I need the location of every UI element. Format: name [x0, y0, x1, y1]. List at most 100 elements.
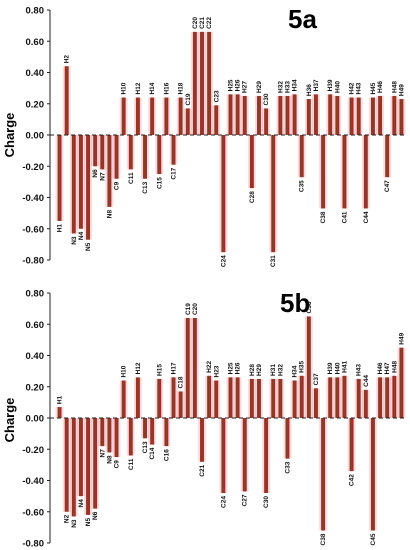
atom-label: H29 [256, 81, 263, 93]
atom-label: N7 [99, 449, 106, 458]
atom-label: H46 [377, 81, 384, 93]
atom-label: H33 [284, 81, 291, 93]
atom-label: C41 [341, 211, 348, 223]
y-tick-label: -0.20 [22, 445, 44, 456]
atom-label: H35 [299, 361, 306, 373]
chart-title: 5b [280, 288, 310, 318]
y-tick-label: -0.80 [22, 256, 44, 267]
atom-label: N2 [64, 514, 71, 523]
atom-label: H46 [377, 362, 384, 374]
atom-label: C38 [320, 533, 327, 545]
atom-label: C20 [192, 303, 199, 315]
atom-label: C13 [142, 181, 149, 193]
atom-label: H43 [356, 364, 363, 376]
atom-label: H49 [398, 84, 405, 96]
atom-label: H12 [135, 362, 142, 374]
atom-label: N3 [71, 519, 78, 528]
y-tick-label: 0.60 [26, 320, 45, 331]
atom-label: H26 [235, 79, 242, 91]
atom-label: C11 [128, 458, 135, 470]
atom-label: H29 [256, 364, 263, 376]
atom-label: C9 [114, 460, 121, 469]
atom-label: H34 [292, 365, 299, 377]
atom-label: N3 [71, 236, 78, 245]
y-tick-label: -0.60 [22, 224, 44, 235]
atom-label: N7 [99, 172, 106, 181]
y-tick-label: 0.00 [26, 131, 45, 142]
y-tick-label: 0.40 [26, 351, 45, 362]
y-axis-label: Charge [2, 398, 17, 443]
atom-label: C23 [213, 90, 220, 102]
atom-label: H39 [327, 79, 334, 91]
atom-label: H12 [135, 82, 142, 94]
atom-label: H26 [235, 362, 242, 374]
atom-label: N8 [106, 455, 113, 464]
y-tick-label: 0.00 [26, 414, 45, 425]
atom-label: H32 [277, 364, 284, 376]
atom-label: H2 [64, 55, 71, 64]
y-tick-label: 0.80 [26, 289, 45, 300]
atom-label: N5 [85, 517, 92, 526]
atom-label: H14 [149, 82, 156, 94]
atom-label: C14 [149, 447, 156, 459]
atom-label: H25 [228, 79, 235, 91]
atom-label: C35 [299, 180, 306, 192]
y-tick-label: -0.60 [22, 507, 44, 518]
atom-label: C24 [220, 255, 227, 267]
y-tick-label: -0.40 [22, 193, 44, 204]
atom-label: H42 [349, 82, 356, 94]
atom-label: N6 [92, 169, 99, 178]
atom-label: C31 [270, 255, 277, 267]
atom-label: C44 [363, 211, 370, 223]
atom-label: H39 [327, 362, 334, 374]
atom-label: N8 [106, 209, 113, 218]
atom-label: C44 [363, 375, 370, 387]
atom-label: N4 [78, 499, 85, 508]
atom-label: C47 [384, 180, 391, 192]
atom-label: H15 [156, 364, 163, 376]
y-tick-label: -0.80 [22, 539, 44, 550]
atom-label: C42 [349, 474, 356, 486]
atom-label: H40 [334, 81, 341, 93]
atom-label: C37 [313, 373, 320, 385]
atom-label: H34 [292, 79, 299, 91]
atom-label: H10 [121, 365, 128, 377]
y-tick-label: 0.60 [26, 37, 45, 48]
atom-label: H16 [163, 82, 170, 94]
atom-label: H40 [334, 362, 341, 374]
atom-label: H43 [356, 82, 363, 94]
atom-label: C36 [306, 301, 313, 313]
atom-label: H18 [178, 82, 185, 94]
atom-label: H36 [306, 84, 313, 96]
atom-label: N4 [78, 231, 85, 240]
atom-label: C18 [178, 376, 185, 388]
atom-label: H31 [270, 364, 277, 376]
atom-label: C30 [263, 496, 270, 508]
y-tick-label: -0.40 [22, 476, 44, 487]
y-axis-label: Charge [2, 113, 17, 158]
atom-label: C28 [249, 191, 256, 203]
y-tick-label: 0.20 [26, 382, 45, 393]
atom-label: C19 [185, 303, 192, 315]
y-tick-label: 0.80 [26, 6, 45, 17]
atom-label: H41 [341, 361, 348, 373]
y-tick-label: 0.40 [26, 68, 45, 79]
atom-label: C21 [199, 464, 206, 476]
atom-label: H45 [370, 82, 377, 94]
atom-label: C9 [114, 181, 121, 190]
atom-label: H22 [206, 361, 213, 373]
atom-label: H1 [57, 224, 64, 233]
atom-label: H47 [384, 362, 391, 374]
atom-label: H27 [242, 81, 249, 93]
chart-5a: 5a Charge 0.80 0.60 0.40 0.20 0.00 -0.20 -0.40 -0… [2, 4, 405, 267]
atom-label: H48 [391, 361, 398, 373]
atom-label: C30 [263, 93, 270, 105]
atom-label: C19 [185, 93, 192, 105]
atom-label: H1 [57, 395, 64, 404]
atom-label: N5 [85, 242, 92, 251]
chart-title: 5a [288, 4, 317, 34]
atom-label: H28 [249, 364, 256, 376]
atom-label: H49 [398, 332, 405, 344]
atom-label: C21 [199, 17, 206, 29]
atom-label: C33 [284, 461, 291, 473]
